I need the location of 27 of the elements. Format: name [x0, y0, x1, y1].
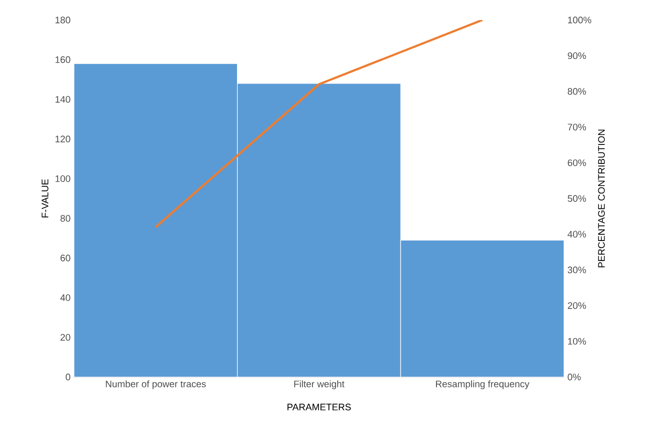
- y-tick-label: 20: [60, 334, 70, 341]
- y2-tick-label: 10%: [568, 338, 586, 345]
- y2-tick-label: 80%: [568, 88, 586, 95]
- y2-tick-label: 50%: [568, 195, 586, 202]
- y-axis-title: F-VALUE: [42, 179, 48, 218]
- x-tick-label: Filter weight: [294, 380, 344, 390]
- y2-tick-label: 60%: [568, 159, 586, 166]
- y2-tick-label: 40%: [568, 230, 586, 238]
- y2-tick-label: 20%: [568, 302, 586, 309]
- y-tick-label: 120: [56, 136, 70, 142]
- y2-tick-label: 90%: [568, 52, 586, 60]
- x-tick-label: Number of power traces: [106, 380, 206, 390]
- y-tick-label: 100: [56, 175, 70, 182]
- y-tick-label: 160: [56, 56, 70, 64]
- x-axis-title: PARAMETERS: [288, 404, 351, 410]
- y-tick-label: 140: [56, 96, 70, 103]
- y-tick-label: 0: [66, 374, 70, 380]
- y2-tick-label: 100%: [568, 16, 592, 24]
- y2-tick-label: 30%: [568, 266, 586, 274]
- x-tick-label: Resampling frequency: [436, 380, 530, 390]
- y2-tick-label: 70%: [568, 124, 586, 130]
- y2-tick-label: 0%: [568, 374, 581, 380]
- y-tick-label: 60: [60, 254, 70, 262]
- y2-axis-title: PERCENTAGE CONTRIBUTION: [598, 130, 605, 268]
- y-tick-label: 40: [60, 294, 70, 302]
- y-tick-label: 80: [60, 214, 70, 222]
- y-tick-label: 180: [56, 16, 70, 24]
